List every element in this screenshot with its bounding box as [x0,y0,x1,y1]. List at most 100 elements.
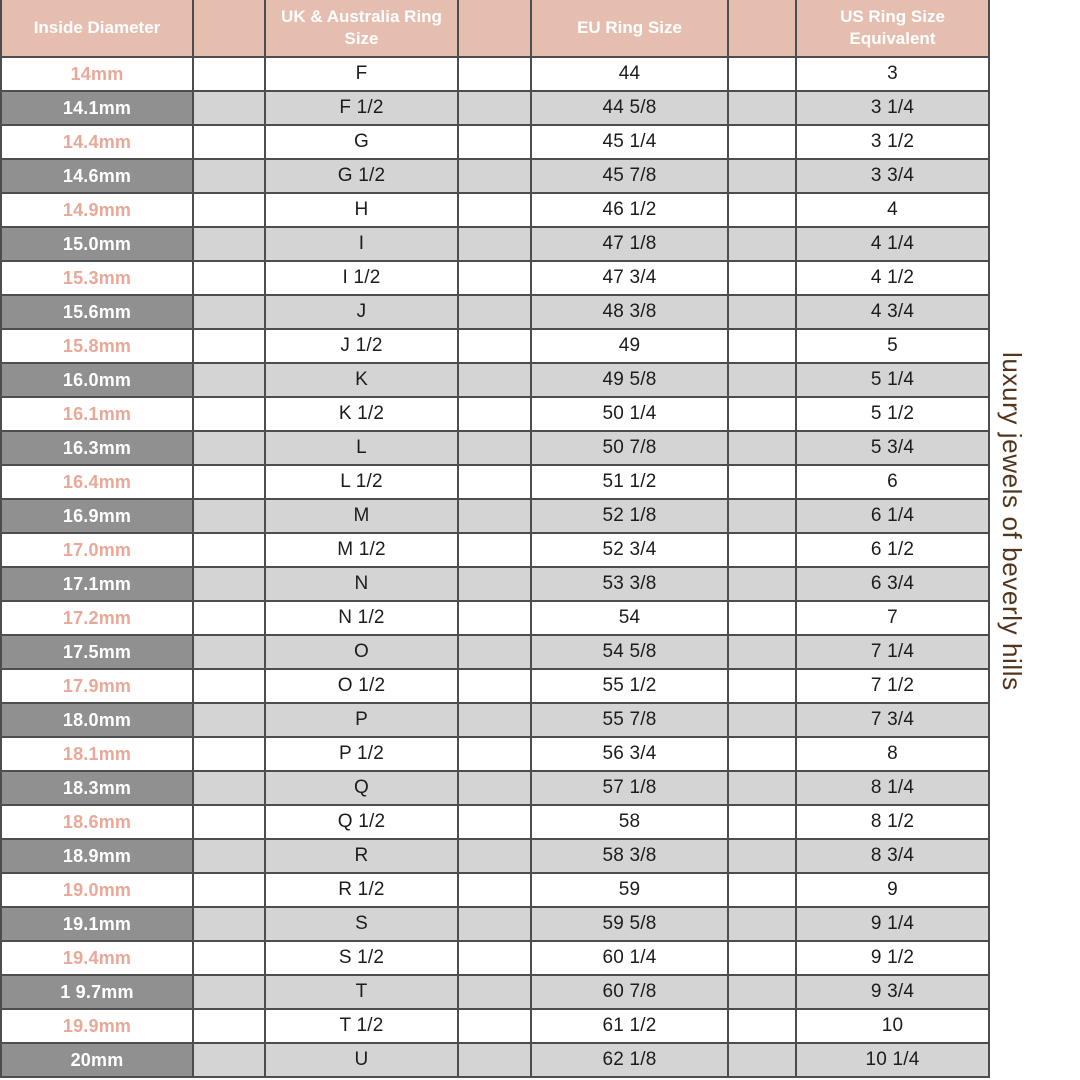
spacer-cell [727,872,797,908]
spacer-cell [727,1042,797,1078]
cell-us-size: 9 3/4 [795,974,990,1010]
spacer-cell [192,668,266,704]
spacer-cell [457,702,532,738]
spacer-cell [457,532,532,568]
cell-eu-size: 52 3/4 [530,532,729,568]
cell-uk-size: T [264,974,459,1010]
spacer-cell [192,498,266,534]
table-row: 14.6mm G 1/2 45 7/8 3 3/4 [0,158,990,194]
cell-eu-size: 60 1/4 [530,940,729,976]
spacer-cell [192,600,266,636]
cell-uk-size: L 1/2 [264,464,459,500]
cell-inside-diameter: 14.4mm [0,124,194,160]
cell-us-size: 5 1/4 [795,362,990,398]
spacer-cell [457,804,532,840]
spacer-cell [727,498,797,534]
cell-us-size: 4 3/4 [795,294,990,330]
cell-us-size: 3 [795,56,990,92]
table-row: 18.0mm P 55 7/8 7 3/4 [0,702,990,738]
cell-uk-size: J [264,294,459,330]
spacer-cell [192,56,266,92]
brand-watermark: luxury jewels of beverly hills [997,352,1027,691]
spacer-cell [727,838,797,874]
cell-uk-size: M [264,498,459,534]
spacer-cell [192,294,266,330]
ring-size-table-body: 14mm F 44 3 14.1mm F 1/2 44 5/8 3 1/4 14.4mm G 45 … [0,56,990,1078]
spacer-cell [727,702,797,738]
spacer-cell [457,226,532,262]
header-inside-diameter: Inside Diameter [0,0,194,58]
header-us-size-equivalent: US Ring Size Equivalent [795,0,990,58]
spacer-cell [457,90,532,126]
header-row: Inside Diameter UK & Australia Ring Size… [0,0,990,58]
cell-uk-size: P 1/2 [264,736,459,772]
cell-us-size: 5 1/2 [795,396,990,432]
cell-us-size: 7 1/2 [795,668,990,704]
spacer-cell [457,838,532,874]
spacer-cell [457,192,532,228]
spacer-cell [457,158,532,194]
spacer-cell [192,430,266,466]
spacer-cell [457,770,532,806]
spacer-cell [192,702,266,738]
spacer-cell [192,566,266,602]
cell-eu-size: 52 1/8 [530,498,729,534]
spacer-cell [457,736,532,772]
cell-uk-size: T 1/2 [264,1008,459,1044]
cell-eu-size: 58 [530,804,729,840]
spacer-cell [727,294,797,330]
table-row: 14mm F 44 3 [0,56,990,92]
spacer-cell [192,770,266,806]
spacer-cell [457,974,532,1010]
table-row: 20mm U 62 1/8 10 1/4 [0,1042,990,1078]
spacer-cell [727,634,797,670]
cell-inside-diameter: 17.1mm [0,566,194,602]
cell-us-size: 9 1/2 [795,940,990,976]
table-row: 19.0mm R 1/2 59 9 [0,872,990,908]
spacer-cell [727,940,797,976]
cell-eu-size: 49 [530,328,729,364]
cell-us-size: 10 1/4 [795,1042,990,1078]
spacer-cell [457,56,532,92]
cell-eu-size: 54 [530,600,729,636]
spacer-cell [192,804,266,840]
table-row: 17.1mm N 53 3/8 6 3/4 [0,566,990,602]
cell-uk-size: M 1/2 [264,532,459,568]
cell-inside-diameter: 17.5mm [0,634,194,670]
spacer-cell [727,464,797,500]
table-row: 19.1mm S 59 5/8 9 1/4 [0,906,990,942]
cell-inside-diameter: 16.9mm [0,498,194,534]
header-spacer [457,0,532,58]
cell-uk-size: U [264,1042,459,1078]
spacer-cell [727,56,797,92]
spacer-cell [727,124,797,160]
spacer-cell [457,362,532,398]
cell-eu-size: 59 [530,872,729,908]
spacer-cell [457,872,532,908]
cell-eu-size: 44 [530,56,729,92]
spacer-cell [192,158,266,194]
cell-eu-size: 55 1/2 [530,668,729,704]
cell-inside-diameter: 18.3mm [0,770,194,806]
cell-uk-size: S [264,906,459,942]
table-row: 14.4mm G 45 1/4 3 1/2 [0,124,990,160]
cell-us-size: 7 1/4 [795,634,990,670]
table-row: 15.6mm J 48 3/8 4 3/4 [0,294,990,330]
table-row: 1 9.7mm T 60 7/8 9 3/4 [0,974,990,1010]
cell-eu-size: 47 3/4 [530,260,729,296]
cell-uk-size: Q [264,770,459,806]
spacer-cell [727,804,797,840]
spacer-cell [457,634,532,670]
spacer-cell [457,124,532,160]
cell-eu-size: 46 1/2 [530,192,729,228]
spacer-cell [192,260,266,296]
cell-inside-diameter: 1 9.7mm [0,974,194,1010]
table-row: 19.4mm S 1/2 60 1/4 9 1/2 [0,940,990,976]
spacer-cell [192,1008,266,1044]
cell-us-size: 8 1/2 [795,804,990,840]
spacer-cell [457,906,532,942]
cell-inside-diameter: 15.8mm [0,328,194,364]
cell-us-size: 4 1/2 [795,260,990,296]
cell-uk-size: K 1/2 [264,396,459,432]
cell-us-size: 7 [795,600,990,636]
